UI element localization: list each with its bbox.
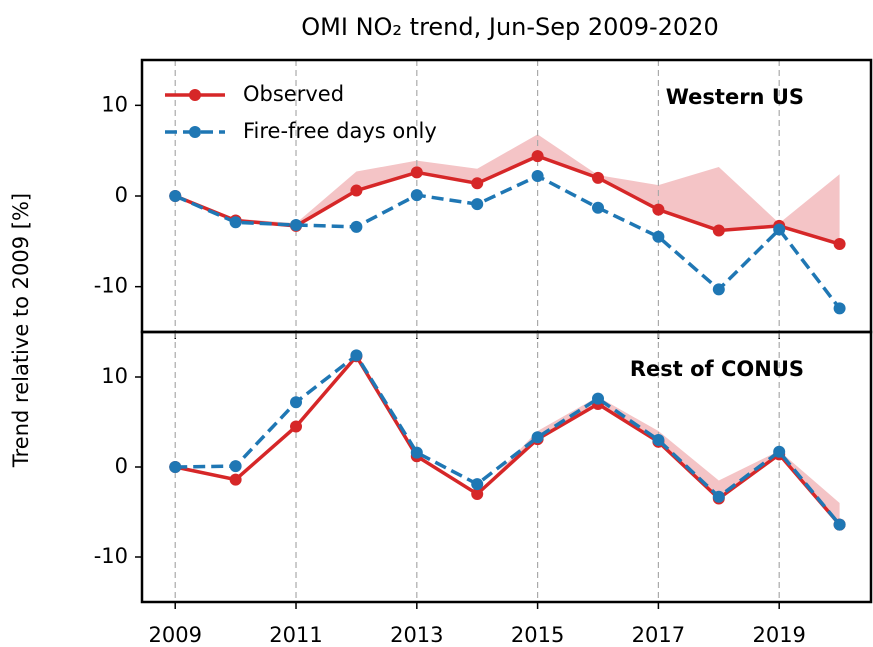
data-point xyxy=(471,177,484,190)
legend-label: Observed xyxy=(243,82,344,106)
x-tick-label: 2017 xyxy=(632,623,685,647)
data-point xyxy=(833,238,846,251)
y-axis-label: Trend relative to 2009 [%] xyxy=(9,193,33,468)
data-point xyxy=(471,478,484,491)
chart-title: OMI NO₂ trend, Jun-Sep 2009-2020 xyxy=(301,13,718,41)
y-tick-label: 10 xyxy=(101,364,128,388)
x-tick-label: 2013 xyxy=(390,623,443,647)
data-point xyxy=(410,166,423,179)
data-point xyxy=(773,445,786,458)
data-point xyxy=(350,220,363,233)
data-point xyxy=(229,460,242,473)
series-line xyxy=(174,174,841,310)
data-point xyxy=(833,518,846,531)
x-tick-label: 2019 xyxy=(752,623,805,647)
series-line xyxy=(175,352,841,526)
legend-marker xyxy=(189,126,201,138)
data-point xyxy=(350,184,363,197)
y-tick-label: -10 xyxy=(94,274,128,298)
data-point xyxy=(350,349,363,362)
data-point xyxy=(712,490,725,503)
y-tick-label: -10 xyxy=(94,544,128,568)
data-point xyxy=(592,171,605,184)
annotation: Rest of CONUS xyxy=(630,357,804,381)
x-tick-label: 2015 xyxy=(511,623,564,647)
data-point xyxy=(290,396,303,409)
data-point xyxy=(169,190,182,202)
data-point xyxy=(290,219,303,232)
data-point xyxy=(712,283,725,296)
data-point xyxy=(471,198,484,211)
annotation: Western US xyxy=(666,85,804,109)
x-tick-label: 2009 xyxy=(148,623,201,647)
plot-frame xyxy=(140,330,873,604)
data-point xyxy=(290,420,303,433)
data-point xyxy=(410,189,423,202)
data-point xyxy=(712,224,725,237)
x-tick-label: 2011 xyxy=(269,623,322,647)
data-point xyxy=(410,446,423,459)
data-point xyxy=(229,473,242,486)
data-point xyxy=(229,216,242,229)
data-point xyxy=(531,170,544,183)
data-point xyxy=(169,461,182,473)
data-point xyxy=(652,230,665,243)
data-point xyxy=(652,434,665,446)
legend-marker xyxy=(189,89,201,101)
y-tick-label: 10 xyxy=(101,92,128,116)
data-point xyxy=(592,392,605,405)
data-point xyxy=(531,431,544,444)
data-point xyxy=(773,223,786,236)
y-tick-label: 0 xyxy=(115,183,128,207)
data-point xyxy=(652,203,665,216)
data-point xyxy=(592,201,605,214)
y-tick-label: 0 xyxy=(115,454,128,478)
legend-label: Fire-free days only xyxy=(243,119,437,143)
data-point xyxy=(531,150,544,163)
band xyxy=(175,134,840,245)
data-point xyxy=(833,302,846,315)
data-point xyxy=(471,488,484,500)
